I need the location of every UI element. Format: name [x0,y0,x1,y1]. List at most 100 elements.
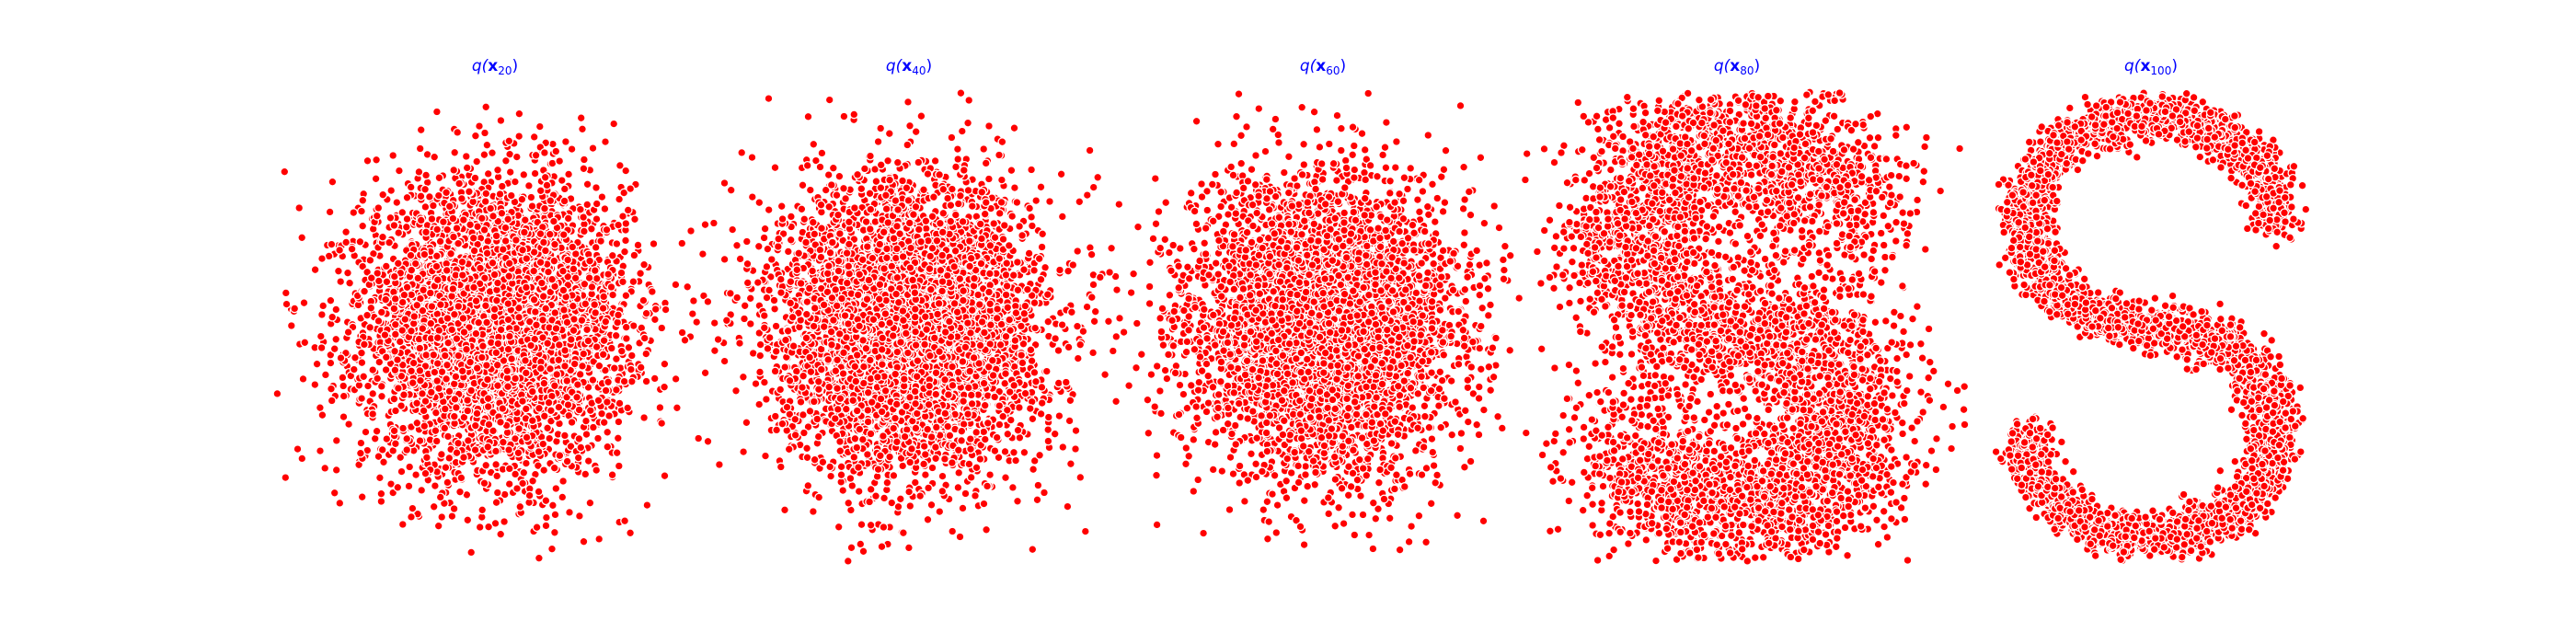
scatter-point [489,149,497,157]
scatter-point [512,178,520,186]
scatter-point [500,518,509,526]
scatter-point [576,512,584,521]
title-suffix: ) [512,57,519,75]
scatter-point [377,489,385,498]
scatter-point [327,296,335,305]
scatter-point [448,293,456,301]
scatter-point [392,407,400,415]
scatter-point [300,299,308,307]
scatter-point [586,257,594,265]
scatter-point [397,467,406,476]
scatter-point [447,250,455,259]
scatter-point [311,266,319,274]
scatter-point [600,293,608,301]
scatter-point [298,454,306,463]
scatter-point [497,117,505,125]
scatter-point [311,381,319,389]
scatter-point [379,190,387,199]
scatter-point [504,316,512,324]
scatter-point [563,377,571,385]
scatter-point [419,325,427,333]
scatter-point [550,464,558,472]
scatter-point [421,186,430,194]
scatter-point [595,362,604,370]
scatter-point [444,339,453,347]
scatter-point [442,464,450,472]
scatter-point [358,349,366,357]
scatter-point [540,379,548,387]
scatter-point [575,435,583,443]
scatter-point [371,435,379,443]
scatter-point [483,141,491,149]
scatter-point [390,222,398,230]
scatter-point [506,465,514,473]
scatter-point [650,374,659,383]
scatter-point [563,457,571,466]
scatter-point [438,368,446,376]
scatter-point [538,279,546,287]
scatter-point [356,238,364,247]
scatter-point [592,466,601,475]
scatter-point [604,378,613,386]
scatter-point [515,132,523,141]
scatter-point [490,270,499,279]
scatter-point [622,323,630,331]
scatter-point [433,334,442,342]
scatter-point [624,404,632,412]
scatter-point [602,138,610,146]
scatter-point [540,238,548,247]
scatter-point [592,200,601,208]
scatter-point [431,368,439,376]
scatter-point [428,303,436,311]
scatter-point [394,356,402,364]
scatter-point [609,291,617,299]
scatter-point [492,499,500,507]
scatter-point [600,337,608,345]
scatter-point [611,364,619,373]
scatter-point [391,348,399,356]
scatter-point [527,193,535,201]
scatter-point [506,332,514,340]
scatter-point [403,446,411,454]
scatter-point [588,225,596,234]
scatter-point [391,366,399,374]
scatter-point [620,377,628,385]
scatter-point [433,225,442,234]
scatter-point [545,398,553,407]
title-subscript: 20 [498,64,512,77]
scatter-point [416,367,424,375]
scatter-point [373,427,381,435]
scatter-point [559,267,568,275]
scatter-point [397,338,405,346]
scatter-point [443,315,452,323]
scatter-point [380,458,388,466]
scatter-point [393,199,401,207]
scatter-point [629,322,638,330]
scatter-point [613,355,621,363]
scatter-point [481,129,489,137]
scatter-point [535,405,544,413]
scatter-point [549,501,558,510]
scatter-point [565,170,573,178]
scatter-point [576,371,584,379]
scatter-point [684,283,692,292]
scatter-point [395,259,403,268]
scatter-point [528,202,536,211]
scatter-point [328,240,336,248]
scatter-point [335,267,343,275]
scatter-point [383,262,391,270]
scatter-point [405,482,413,490]
scatter-point [621,247,629,256]
scatter-point [550,217,558,225]
scatter-point [319,302,328,310]
scatter-point [359,222,367,230]
scatter-point [661,305,670,314]
scatter-point [434,276,443,284]
scatter-point [339,392,348,400]
scatter-point [484,443,492,452]
scatter-point [489,213,498,221]
scatter-point [378,393,386,401]
scatter-point [610,120,618,128]
scatter-point [581,155,589,164]
scatter-point [351,365,359,374]
